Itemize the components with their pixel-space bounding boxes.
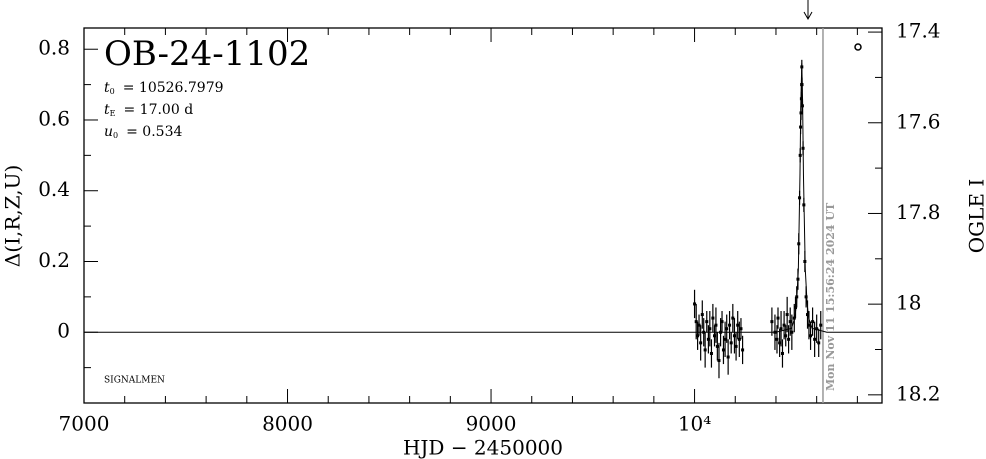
param-symbol: t (104, 102, 110, 118)
data-point (694, 320, 698, 324)
param-text: = 10526.7979 (123, 80, 224, 96)
param: u0 = 0.534 (104, 124, 182, 140)
data-point (787, 337, 791, 341)
param: t0 = 10526.7979 (104, 80, 224, 96)
param-sub: 0 (113, 131, 118, 140)
y2-tick-label: 17.6 (896, 109, 941, 133)
data-point (776, 316, 780, 320)
param-symbol: t (104, 80, 110, 96)
data-point (736, 323, 740, 327)
data-point (711, 316, 715, 320)
data-point (804, 295, 808, 299)
model-curve (84, 63, 882, 333)
data-point (697, 323, 701, 327)
data-point (775, 337, 779, 341)
y-tick-label: 0.2 (38, 248, 70, 272)
data-point (693, 302, 697, 306)
y2-tick-label: 18 (896, 291, 921, 315)
note: SIGNALMEN (104, 376, 165, 386)
data-point (809, 334, 813, 338)
data-point (811, 320, 815, 324)
data-point (737, 337, 741, 341)
data-point (788, 320, 792, 324)
data-point (706, 337, 710, 341)
current-date-label: Mon Nov 11 15:56:24 2024 UT (824, 202, 837, 391)
data-point (734, 344, 738, 348)
plot-frame (83, 27, 883, 404)
data-point (726, 355, 730, 359)
param-sub: E (110, 109, 116, 118)
data-point (819, 323, 823, 327)
data-point (725, 327, 729, 331)
param-text: = 0.534 (126, 124, 182, 140)
data-point (715, 344, 719, 348)
data-point (785, 313, 789, 317)
data-point (713, 334, 717, 338)
y-axis-label: Δ(I,R,Z,U) (1, 165, 25, 267)
data-point (731, 316, 735, 320)
data-point (732, 334, 736, 338)
param-text: = 17.00 d (123, 102, 193, 118)
data-point (790, 330, 794, 334)
data-point (779, 327, 783, 331)
y2-axis-label: OGLE I (965, 179, 986, 254)
chart-title: OB-24-1102 (104, 34, 310, 74)
data-point (806, 313, 810, 317)
data-point (784, 334, 788, 338)
data-point (709, 351, 713, 355)
param-sub: 0 (110, 87, 115, 96)
data-point (723, 337, 727, 341)
x-tick-label: 9000 (466, 412, 517, 436)
data-point (794, 305, 798, 309)
data-point (714, 323, 718, 327)
x-tick-label: 8000 (262, 412, 313, 436)
data-point (721, 348, 725, 352)
y-tick-label: 0 (57, 319, 70, 343)
data-point (807, 323, 811, 327)
x-axis-label: HJD − 2450000 (403, 436, 563, 459)
data-point (705, 320, 709, 324)
arrow-head (803, 11, 813, 21)
data-point (817, 341, 821, 345)
marker (854, 43, 862, 51)
x-tick-label: 10⁴ (678, 412, 711, 436)
data-point (717, 359, 721, 363)
param: tE = 17.00 d (104, 102, 193, 118)
x-tick-label: 7000 (59, 412, 110, 436)
y2-tick-label: 17.8 (896, 200, 941, 224)
data-point (778, 341, 782, 345)
y-tick-label: 0.4 (38, 177, 70, 201)
data-point (700, 313, 704, 317)
data-point (728, 323, 732, 327)
data-point (703, 348, 707, 352)
data-point (780, 351, 784, 355)
data-point (813, 337, 817, 341)
data-point (782, 323, 786, 327)
data-point (815, 327, 819, 331)
param-symbol: u (104, 124, 113, 140)
data-point (720, 320, 724, 324)
data-point (708, 327, 712, 331)
data-point (696, 334, 700, 338)
data-point (770, 320, 774, 324)
data-point (729, 341, 733, 345)
y2-tick-label: 18.2 (896, 381, 941, 405)
y-tick-label: 0.8 (38, 36, 70, 60)
y2-tick-label: 17.4 (896, 19, 941, 43)
data-point (699, 341, 703, 345)
data-point (741, 348, 745, 352)
y-tick-label: 0.6 (38, 106, 70, 130)
data-point (739, 327, 743, 331)
